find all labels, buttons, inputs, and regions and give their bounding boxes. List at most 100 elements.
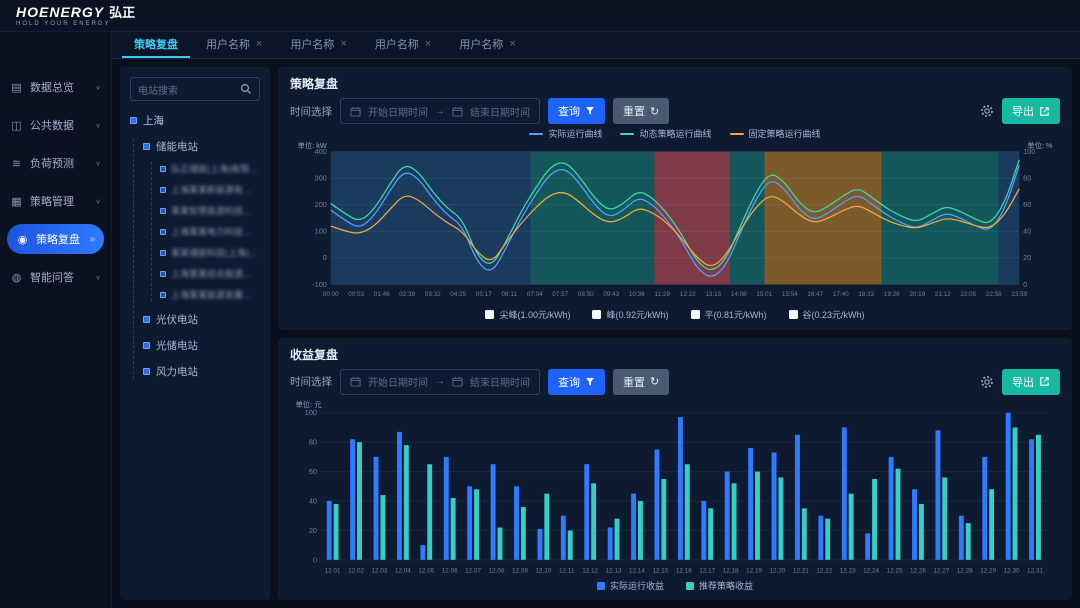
price-checkbox[interactable] (485, 310, 495, 320)
legend-item[interactable]: 固定策略运行曲线 (729, 127, 821, 140)
chevron-down-icon: ∨ (95, 121, 101, 129)
strategy-export-button[interactable]: 导出 (1002, 98, 1060, 124)
revenue-controls: 时间选择 开始日期时间 → (290, 368, 1060, 395)
strategy-query-button[interactable]: 查询 (548, 98, 605, 124)
svg-text:23:59: 23:59 (1011, 291, 1027, 298)
svg-text:12.10: 12.10 (535, 567, 551, 574)
search-icon[interactable] (240, 83, 252, 95)
svg-text:12.08: 12.08 (489, 567, 505, 574)
tree-group-item[interactable]: 储能电站 (143, 139, 260, 154)
svg-text:22:58: 22:58 (986, 291, 1002, 298)
close-icon[interactable]: × (424, 38, 432, 50)
strategy-settings-gear-icon[interactable] (980, 104, 994, 118)
strategy-date-range-picker[interactable]: 开始日期时间 → 结束日期时间 (340, 98, 540, 124)
bar-actual (958, 515, 964, 560)
tree-group-item[interactable]: 风力电站 (143, 364, 260, 379)
svg-text:09:43: 09:43 (603, 291, 619, 298)
price-checkbox[interactable] (592, 310, 602, 320)
tab-label: 策略复盘 (134, 39, 178, 51)
price-checkbox[interactable] (788, 310, 798, 320)
tree-station-item[interactable]: 某某智慧能源科技有限公司 (160, 204, 260, 217)
svg-text:12.07: 12.07 (465, 567, 481, 574)
svg-text:12.24: 12.24 (863, 567, 879, 574)
tree-station-item[interactable]: 上海某某能源发展有限公司 (160, 288, 260, 301)
sidebar-item-data-overview[interactable]: ▤ 数据总览 ∨ (0, 68, 111, 106)
svg-text:06:11: 06:11 (502, 291, 518, 298)
revenue-date-range-picker[interactable]: 开始日期时间 → 结束日期时间 (340, 368, 540, 395)
tree-station-item[interactable]: 上海某某电力科技有限公司 (160, 225, 260, 238)
sidebar-item-load-forecast[interactable]: ≋ 负荷预测 ∨ (0, 144, 111, 182)
station-icon (160, 165, 166, 172)
price-label: 尖峰(1.00元/kWh) (499, 310, 571, 321)
price-legend-item[interactable]: 谷(0.23元/kWh) (788, 308, 865, 322)
strategy-reset-button[interactable]: 重置 ↻ (613, 98, 670, 124)
tree-group-label: 光伏电站 (156, 314, 198, 326)
svg-text:20: 20 (309, 525, 317, 534)
revenue-query-button[interactable]: 查询 (548, 368, 605, 395)
logo-tagline: HOLD YOUR ENERGY (16, 20, 111, 27)
sidebar-item-label: 策略管理 (30, 196, 74, 208)
svg-text:80: 80 (309, 437, 317, 446)
sidebar-item-strategy-manage[interactable]: ▦ 策略管理 ∨ (0, 182, 111, 220)
legend-item[interactable]: 实际运行曲线 (529, 127, 602, 140)
tree-root-item[interactable]: 上海 (130, 113, 260, 128)
bar-legend-item[interactable]: 推荐策略收益 (686, 579, 753, 592)
sidebar-item-smart-qa[interactable]: ◍ 智能问答 ∨ (0, 258, 111, 296)
tree-station-item[interactable]: 弘正储能(上海)有限公司 (160, 162, 260, 175)
tree-station-item[interactable]: 某某储能科技(上海)有限公司 (160, 246, 260, 259)
sidebar-item-strategy-review[interactable]: ◉ 策略复盘 » (7, 224, 104, 254)
station-icon (160, 270, 166, 277)
svg-text:15:54: 15:54 (782, 291, 798, 298)
revenue-reset-button[interactable]: 重置 ↻ (613, 368, 670, 395)
close-icon[interactable]: × (256, 38, 263, 50)
revenue-settings-gear-icon[interactable] (980, 375, 994, 389)
svg-text:01:46: 01:46 (374, 291, 390, 298)
calendar-icon (350, 106, 361, 117)
legend-label: 实际运行收益 (609, 581, 664, 591)
station-search-input[interactable]: 电站搜索 (130, 77, 260, 101)
bar-legend-item[interactable]: 实际运行收益 (596, 579, 664, 592)
close-icon[interactable]: × (340, 38, 347, 50)
bar-actual (701, 500, 707, 560)
bar-actual (1005, 412, 1011, 560)
tab-item[interactable]: 策略复盘 (122, 32, 190, 58)
bar-recommended (450, 497, 456, 560)
station-type-icon (143, 342, 150, 349)
logo-text: HOENERGY (16, 3, 105, 20)
tab-item[interactable]: 用户名称 × (194, 32, 274, 58)
chart-series-line (330, 159, 1020, 271)
svg-text:12.25: 12.25 (887, 567, 903, 574)
bar-recommended (755, 471, 760, 560)
tab-label: 用户名称 (459, 39, 504, 51)
svg-text:60: 60 (309, 467, 317, 476)
tree-group-item[interactable]: 光储电站 (143, 338, 260, 353)
tree-children: 弘正储能(上海)有限公司上海某某新能源有限公司某某智慧能源科技有限公司上海某某电… (151, 162, 260, 301)
tree-group-label: 光储电站 (156, 340, 198, 352)
price-band-valley (998, 151, 1020, 285)
svg-text:07:57: 07:57 (552, 291, 568, 298)
legend-label: 动态策略运行曲线 (639, 129, 712, 139)
tab-item[interactable]: 用户名称 × (278, 32, 358, 58)
legend-item[interactable]: 动态策略运行曲线 (620, 127, 712, 140)
tree-station-item[interactable]: 上海某某综合能源有限公司 (160, 267, 260, 280)
svg-text:12.30: 12.30 (1004, 567, 1020, 574)
svg-text:22:05: 22:05 (960, 291, 976, 298)
svg-text:13:15: 13:15 (705, 291, 721, 298)
price-legend-item[interactable]: 尖峰(1.00元/kWh) (485, 308, 570, 322)
bar-recommended (942, 476, 948, 560)
price-legend-item[interactable]: 峰(0.92元/kWh) (592, 308, 669, 322)
bar-actual (1029, 438, 1035, 560)
price-legend-item[interactable]: 平(0.81元/kWh) (690, 308, 767, 322)
svg-text:40: 40 (1023, 227, 1031, 236)
tab-item[interactable]: 用户名称 × (447, 32, 527, 58)
tree-station-item[interactable]: 上海某某新能源有限公司 (160, 183, 260, 196)
sidebar-item-public-data[interactable]: ◫ 公共数据 ∨ (0, 106, 111, 144)
tree-group-item[interactable]: 光伏电站 (143, 312, 260, 327)
date-range-arrow: → (435, 376, 445, 387)
tab-item[interactable]: 用户名称 × (363, 32, 443, 58)
revenue-export-button[interactable]: 导出 (1002, 368, 1060, 395)
close-icon[interactable]: × (509, 38, 516, 50)
bar-recommended (544, 493, 550, 560)
price-checkbox[interactable] (690, 310, 700, 320)
bar-recommended (989, 488, 995, 560)
